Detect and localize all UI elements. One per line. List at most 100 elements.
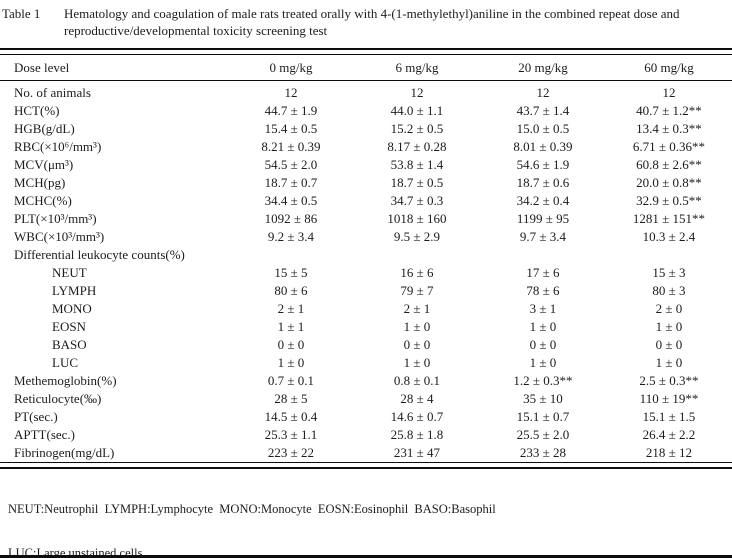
footnote-abbreviations: NEUT:Neutrophil LYMPH:Lymphocyte MONO:Mo…: [8, 502, 496, 516]
cell-value: 25.3 ± 1.1: [264, 427, 318, 442]
cell-value: 8.21 ± 0.39: [261, 139, 321, 154]
row-label: No. of animals: [14, 85, 91, 100]
table-row: Fibrinogen(mg/dL) 223 ± 22 231 ± 47 233 ± 2…: [0, 444, 732, 462]
cell-value: 34.2 ± 0.4: [516, 193, 570, 208]
cell-value: 0 ± 0: [655, 337, 683, 352]
table-header: Dose level 0 mg/kg 6 mg/kg 20 mg/kg 60 m…: [0, 55, 732, 81]
row-label: NEUT: [52, 265, 87, 280]
cell-value: 15.2 ± 0.5: [390, 121, 444, 136]
cell-value: 15 ± 5: [274, 265, 308, 280]
table-row: MCV(μm³) 54.5 ± 2.0 53.8 ± 1.4 54.6 ± 1.9 60…: [0, 156, 732, 174]
cell-value: 1 ± 0: [655, 355, 683, 370]
table-row: NEUT 15 ± 5 16 ± 6 17 ± 6 15 ± 3: [0, 264, 732, 282]
cell-value: 32.9 ± 0.5**: [636, 193, 702, 208]
cell-value: 1018 ± 160: [387, 211, 447, 226]
table-row: PLT(×10³/mm³) 1092 ± 86 1018 ± 160 1199 ± 9…: [0, 210, 732, 228]
cell-value: 0 ± 0: [277, 337, 305, 352]
row-label: Fibrinogen(mg/dL): [14, 445, 115, 460]
cell-value: 34.7 ± 0.3: [390, 193, 444, 208]
cell-value: 12: [284, 85, 298, 100]
row-label: WBC(×10³/mm³): [14, 229, 105, 244]
table-row: RBC(×10⁶/mm³) 8.21 ± 0.39 8.17 ± 0.28 8.01 …: [0, 138, 732, 156]
cell-value: 18.7 ± 0.7: [264, 175, 318, 190]
table-row: MCHC(%) 34.4 ± 0.5 34.7 ± 0.3 34.2 ± 0.4 32.…: [0, 192, 732, 210]
cell-value: 2 ± 1: [403, 301, 431, 316]
cell-value: 16 ± 6: [400, 265, 434, 280]
cell-value: 15.0 ± 0.5: [516, 121, 570, 136]
cell-value: [354, 246, 480, 264]
cell-value: 1.2 ± 0.3**: [513, 373, 573, 388]
cell-value: 15.1 ± 1.5: [642, 409, 696, 424]
column-header-0mgkg: 0 mg/kg: [228, 55, 354, 81]
row-label: PT(sec.): [14, 409, 58, 424]
cell-value: 2 ± 0: [655, 301, 683, 316]
cell-value: 20.0 ± 0.8**: [636, 175, 702, 190]
cell-value: 15 ± 3: [652, 265, 686, 280]
cell-value: 1 ± 0: [403, 319, 431, 334]
page-bottom-rule: [0, 555, 732, 558]
table-row: Methemoglobin(%) 0.7 ± 0.1 0.8 ± 0.1 1.2 ± …: [0, 372, 732, 390]
cell-value: [228, 246, 354, 264]
cell-value: 40.7 ± 1.2**: [636, 103, 702, 118]
cell-value: 1 ± 0: [655, 319, 683, 334]
table-row: BASO 0 ± 0 0 ± 0 0 ± 0 0 ± 0: [0, 336, 732, 354]
cell-value: 9.2 ± 3.4: [267, 229, 315, 244]
cell-value: 10.3 ± 2.4: [642, 229, 696, 244]
cell-value: 14.5 ± 0.4: [264, 409, 318, 424]
table-row: APTT(sec.) 25.3 ± 1.1 25.8 ± 1.8 25.5 ± 2.0…: [0, 426, 732, 444]
header-row: Dose level 0 mg/kg 6 mg/kg 20 mg/kg 60 m…: [0, 55, 732, 81]
table-row: WBC(×10³/mm³) 9.2 ± 3.4 9.5 ± 2.9 9.7 ± 3.4…: [0, 228, 732, 246]
cell-value: 53.8 ± 1.4: [390, 157, 444, 172]
table-row: MONO 2 ± 1 2 ± 1 3 ± 1 2 ± 0: [0, 300, 732, 318]
column-header-20mgkg: 20 mg/kg: [480, 55, 606, 81]
data-table: Dose level 0 mg/kg 6 mg/kg 20 mg/kg 60 m…: [0, 55, 732, 462]
cell-value: 0.7 ± 0.1: [267, 373, 315, 388]
column-header-6mgkg: 6 mg/kg: [354, 55, 480, 81]
row-label: RBC(×10⁶/mm³): [14, 139, 102, 154]
row-label: MCHC(%): [14, 193, 72, 208]
cell-value: 1 ± 0: [529, 319, 557, 334]
cell-value: 3 ± 1: [529, 301, 557, 316]
table-row: EOSN 1 ± 1 1 ± 0 1 ± 0 1 ± 0: [0, 318, 732, 336]
table-row: Reticulocyte(‰) 28 ± 5 28 ± 4 35 ± 10 110 ± …: [0, 390, 732, 408]
cell-value: 15.4 ± 0.5: [264, 121, 318, 136]
cell-value: 15.1 ± 0.7: [516, 409, 570, 424]
row-label: EOSN: [52, 319, 86, 334]
cell-value: 78 ± 6: [526, 283, 560, 298]
cell-value: 13.4 ± 0.3**: [636, 121, 702, 136]
cell-value: 25.8 ± 1.8: [390, 427, 444, 442]
cell-value: 79 ± 7: [400, 283, 434, 298]
cell-value: 35 ± 10: [523, 391, 563, 406]
table-row: HCT(%) 44.7 ± 1.9 44.0 ± 1.1 43.7 ± 1.4 40.7…: [0, 102, 732, 120]
cell-value: 2 ± 1: [277, 301, 305, 316]
cell-value: 14.6 ± 0.7: [390, 409, 444, 424]
row-label: LUC: [52, 355, 78, 370]
table-row: Differential leukocyte counts(%): [0, 246, 732, 264]
cell-value: 34.4 ± 0.5: [264, 193, 318, 208]
cell-value: 44.0 ± 1.1: [390, 103, 444, 118]
cell-value: 28 ± 5: [274, 391, 308, 406]
table-bottom-rule: [0, 462, 732, 469]
cell-value: 1 ± 0: [403, 355, 431, 370]
cell-value: 6.71 ± 0.36**: [632, 139, 706, 154]
cell-value: 1281 ± 151**: [632, 211, 706, 226]
cell-value: 80 ± 3: [652, 283, 686, 298]
row-label: LYMPH: [52, 283, 97, 298]
cell-value: 12: [536, 85, 550, 100]
cell-value: 25.5 ± 2.0: [516, 427, 570, 442]
cell-value: 8.17 ± 0.28: [387, 139, 447, 154]
cell-value: 231 ± 47: [393, 445, 441, 460]
cell-value: 9.7 ± 3.4: [519, 229, 567, 244]
table-row: MCH(pg) 18.7 ± 0.7 18.7 ± 0.5 18.7 ± 0.6 20.…: [0, 174, 732, 192]
cell-value: 43.7 ± 1.4: [516, 103, 570, 118]
cell-value: 1 ± 1: [277, 319, 305, 334]
row-label: MCH(pg): [14, 175, 66, 190]
table-title-block: Table 1 Hematology and coagulation of ma…: [0, 0, 732, 39]
row-label: HGB(g/dL): [14, 121, 75, 136]
row-label: Differential leukocyte counts(%): [14, 247, 185, 262]
row-label: MCV(μm³): [14, 157, 74, 172]
cell-value: 218 ± 12: [645, 445, 693, 460]
cell-value: 223 ± 22: [267, 445, 315, 460]
cell-value: 44.7 ± 1.9: [264, 103, 318, 118]
